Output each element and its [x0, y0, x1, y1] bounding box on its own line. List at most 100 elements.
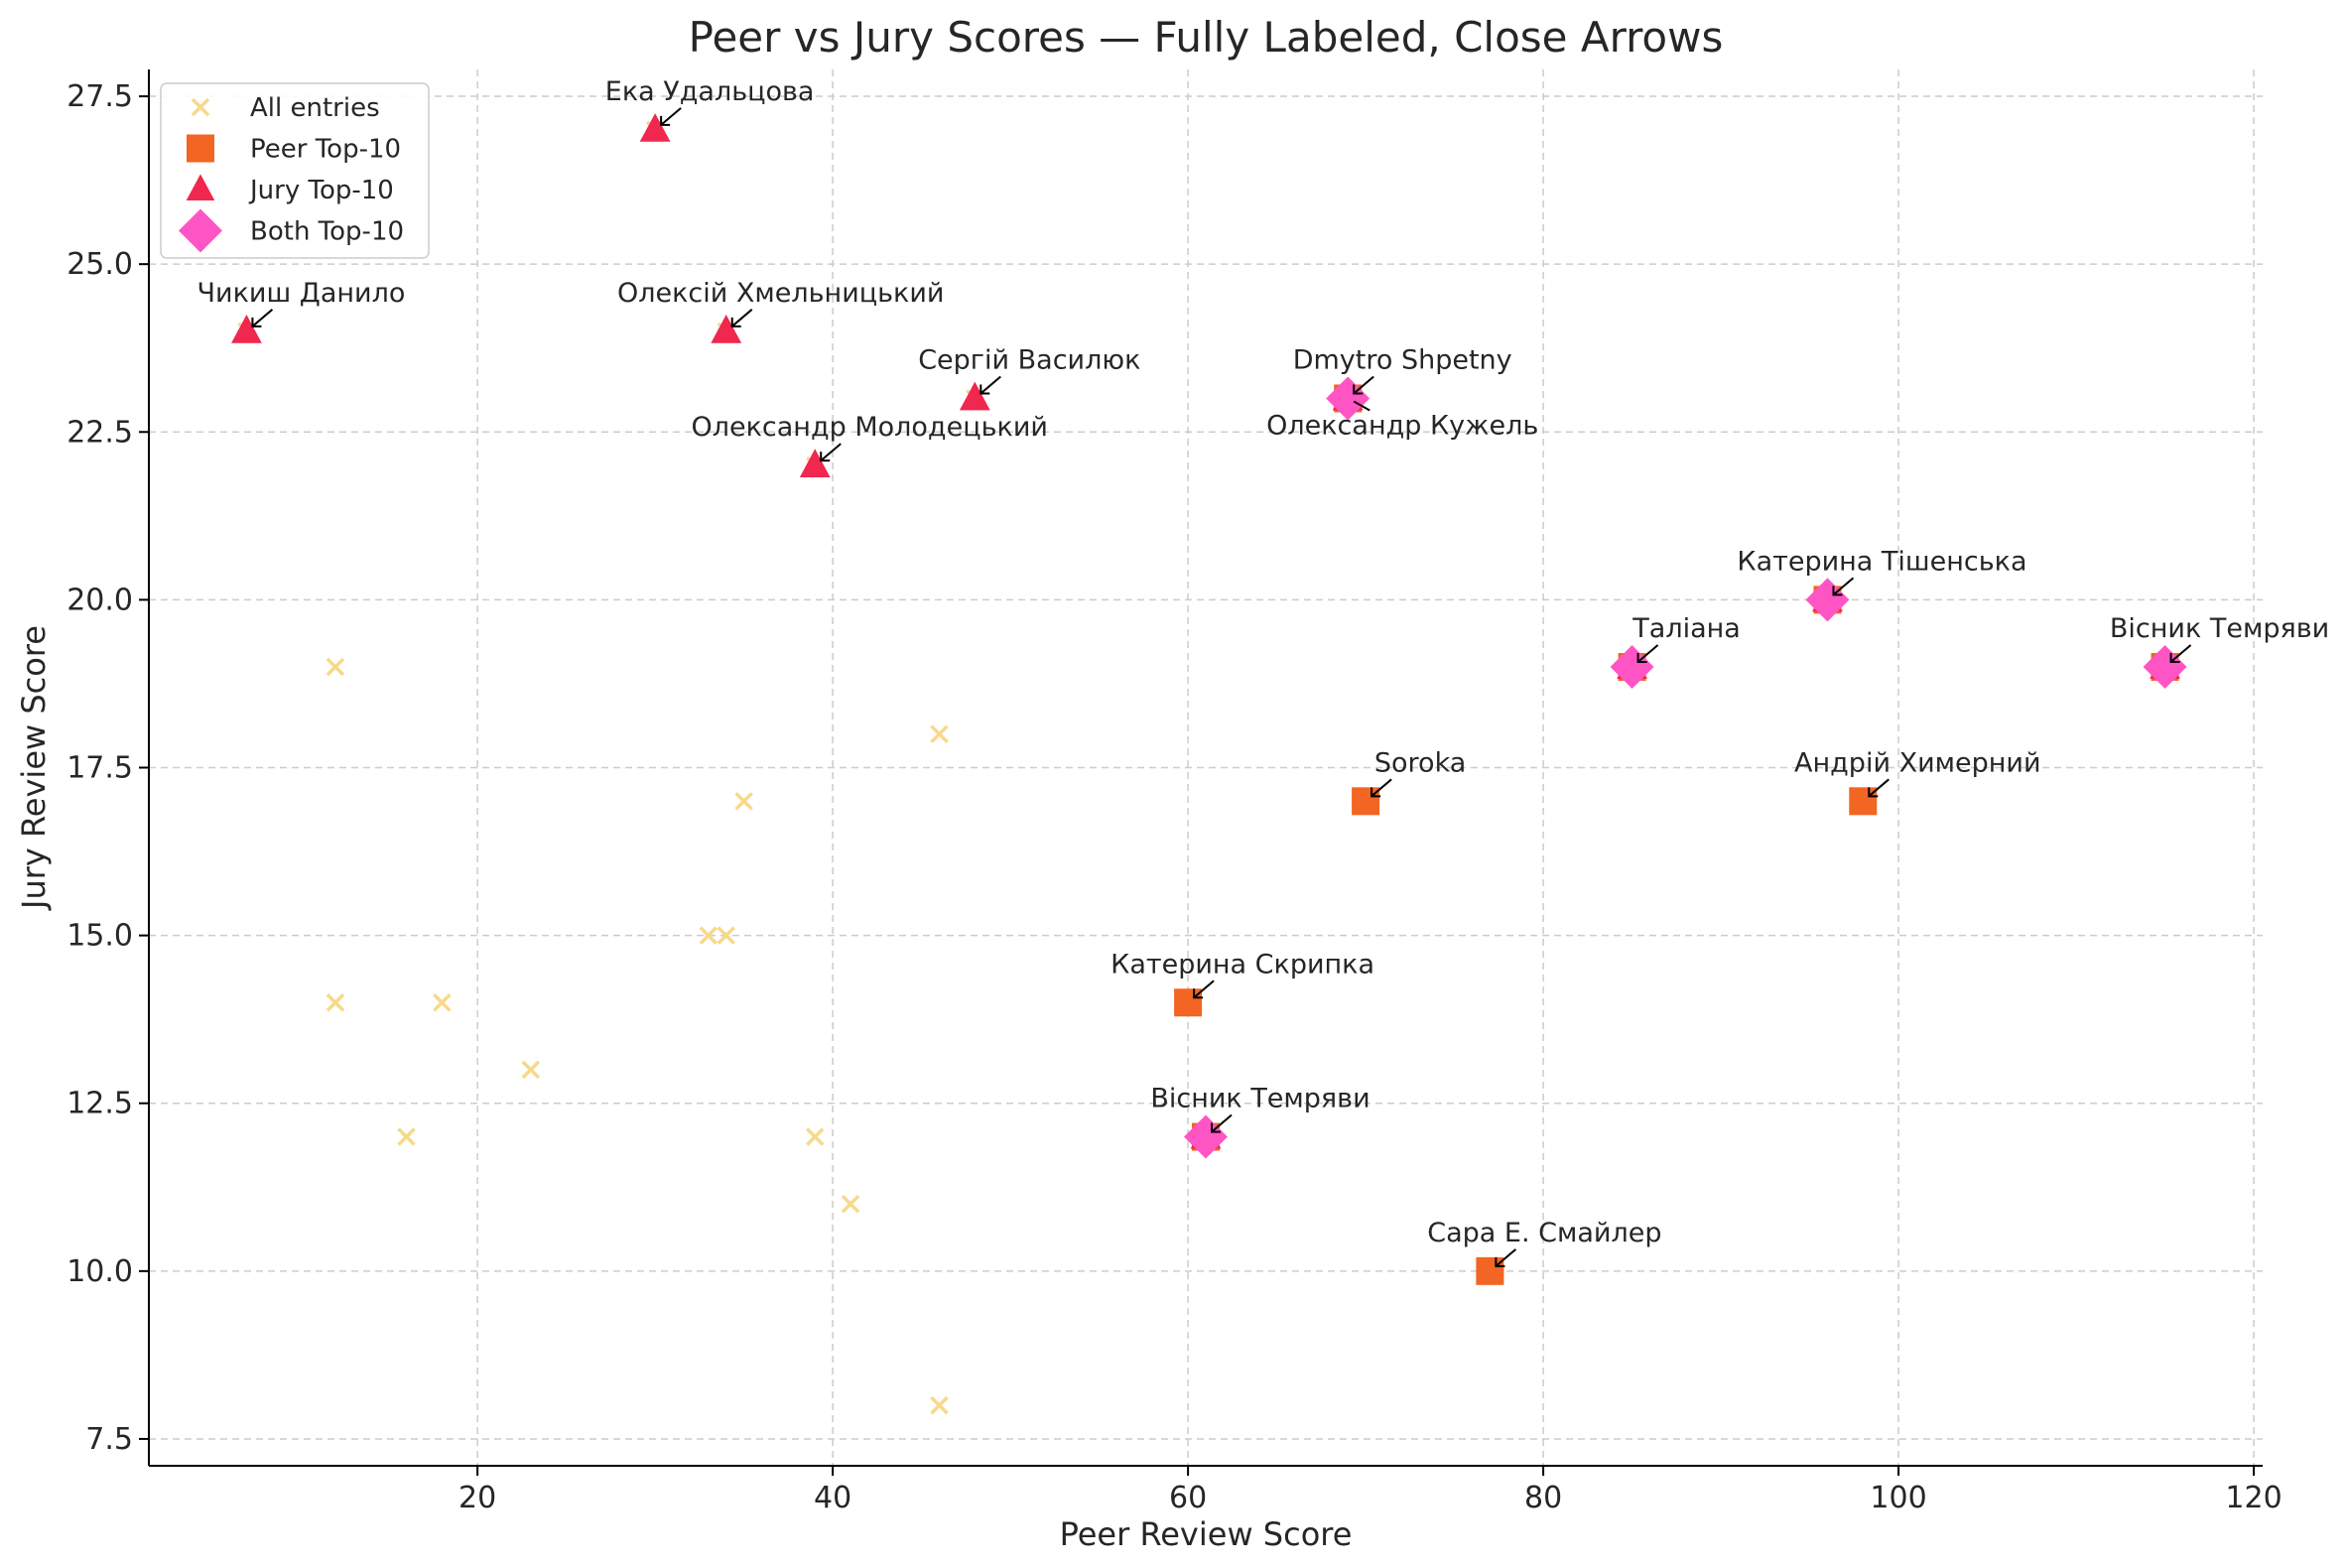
series-both-top-10: [1184, 376, 2187, 1159]
annotation-arrow: [251, 309, 274, 327]
arrow-head: [1370, 787, 1381, 798]
point-all-entries: [805, 1127, 825, 1146]
point-label: Вісник Темряви: [2110, 613, 2329, 644]
arrow-head: [820, 452, 831, 462]
x-tick-label: 80: [1524, 1481, 1562, 1515]
legend-marker-peer-top-10: [187, 134, 214, 163]
annotation-arrow: [1353, 375, 1374, 395]
point-label: Таліана: [1631, 613, 1741, 644]
point-label: Soroka: [1374, 747, 1466, 778]
point-all-entries: [699, 926, 718, 945]
arrow-head: [660, 115, 671, 126]
arrow-head: [1193, 988, 1204, 999]
arrow-head: [730, 317, 741, 327]
point-all-entries: [734, 792, 753, 811]
point-peer-top-10: [1476, 1256, 1504, 1285]
series-jury-top-10: [231, 113, 2180, 1149]
arrow-head: [2169, 653, 2180, 664]
x-tick-label: 40: [814, 1481, 851, 1515]
point-peer-top-10: [1352, 787, 1380, 816]
point-all-entries: [717, 926, 735, 945]
chart-title: Peer vs Jury Scores — Fully Labeled, Clo…: [689, 13, 1724, 62]
annotations: Ека Удальцова Чикиш Данило Олексій Хмельни…: [197, 76, 2329, 1267]
point-both-top-10: [1805, 578, 1850, 622]
annotation-arrow: [979, 375, 1001, 395]
legend-label-jury-top-10: Jury Top-10: [248, 176, 394, 205]
point-all-entries: [326, 657, 345, 677]
point-jury-top-10: [711, 315, 742, 343]
y-tick-label: 12.5: [66, 1087, 133, 1121]
point-jury-top-10: [959, 381, 990, 411]
point-both-top-10: [1184, 1114, 1228, 1159]
point-all-entries: [841, 1194, 860, 1214]
point-both-top-10: [2143, 645, 2187, 690]
arrow-head: [1636, 653, 1647, 664]
point-jury-top-10: [639, 113, 671, 142]
point-label: Ека Удальцова: [605, 76, 815, 107]
annotation-arrow: [820, 443, 842, 461]
point-label: Катерина Скрипка: [1110, 949, 1374, 980]
legend-label-peer-top-10: Peer Top-10: [250, 135, 401, 165]
point-all-entries: [930, 1395, 949, 1415]
x-tick-label: 60: [1169, 1481, 1207, 1515]
data-points: [231, 113, 2187, 1415]
point-label: Олександр Молодецький: [691, 412, 1047, 443]
point-label: Олексій Хмельницький: [617, 278, 944, 309]
x-tick-label: 100: [1870, 1481, 1926, 1515]
grid-lines: [149, 69, 2263, 1466]
annotation-arrow: [731, 309, 753, 327]
arrow-head: [1832, 586, 1843, 596]
legend-box: [160, 82, 430, 259]
y-tick-label: 20.0: [66, 583, 133, 617]
point-both-top-10: [1326, 376, 1370, 421]
y-tick-label: 17.5: [66, 751, 133, 786]
arrow-head: [1868, 787, 1879, 798]
point-label: Андрій Химерний: [1794, 747, 2040, 778]
annotation-arrow: [1868, 778, 1890, 798]
point-label: Чикиш Данило: [197, 278, 406, 309]
x-tick-label: 120: [2225, 1481, 2282, 1515]
arrow-head: [979, 384, 990, 395]
legend: All entries Peer Top-10 Jury Top-10 Both To…: [160, 82, 430, 259]
point-label: Dmytro Shpetny: [1293, 344, 1512, 375]
point-label: Катерина Тішенська: [1737, 546, 2026, 577]
point-jury-top-10: [799, 449, 831, 478]
point-label: Вісник Темряви: [1150, 1084, 1370, 1114]
annotation-arrow: [1353, 400, 1370, 412]
annotation-arrow: [660, 107, 682, 126]
arrow-head: [1495, 1256, 1505, 1267]
point-all-entries: [326, 993, 345, 1012]
point-jury-top-10: [231, 315, 262, 343]
y-tick-label: 25.0: [66, 247, 133, 282]
annotation-arrow: [2169, 644, 2192, 663]
legend-label-both-top-10: Both Top-10: [250, 217, 404, 247]
x-tick-label: 20: [458, 1481, 496, 1515]
y-tick-label: 15.0: [66, 919, 133, 954]
point-peer-top-10: [1174, 988, 1203, 1017]
point-label: Сара Е. Смайлер: [1427, 1218, 1661, 1248]
annotation-arrow: [1193, 980, 1215, 999]
point-label: Олександр Кужель: [1266, 410, 1538, 441]
annotation-arrow: [1211, 1113, 1233, 1133]
y-tick-label: 22.5: [66, 415, 133, 450]
legend-marker-all-entries: [191, 97, 210, 117]
point-all-entries: [930, 724, 949, 743]
y-tick-label: 7.5: [85, 1422, 133, 1457]
legend-label-all-entries: All entries: [250, 93, 380, 123]
point-label: Сергій Василюк: [918, 344, 1140, 375]
point-all-entries: [397, 1127, 416, 1146]
arrow-head: [251, 317, 262, 327]
legend-marker-jury-top-10: [186, 174, 215, 201]
x-axis-label: Peer Review Score: [1060, 1515, 1353, 1553]
arrow-head: [1353, 384, 1364, 395]
annotation-arrow: [1636, 644, 1659, 663]
series-peer-top-10: [1174, 384, 2179, 1285]
legend-marker-both-top-10: [179, 208, 222, 253]
y-axis-label: Jury Review Score: [15, 625, 53, 911]
annotation-arrow: [1370, 778, 1392, 798]
point-all-entries: [521, 1060, 541, 1080]
arrow-head: [1211, 1122, 1221, 1133]
annotation-arrow: [1832, 577, 1855, 596]
y-tick-label: 10.0: [66, 1254, 133, 1289]
